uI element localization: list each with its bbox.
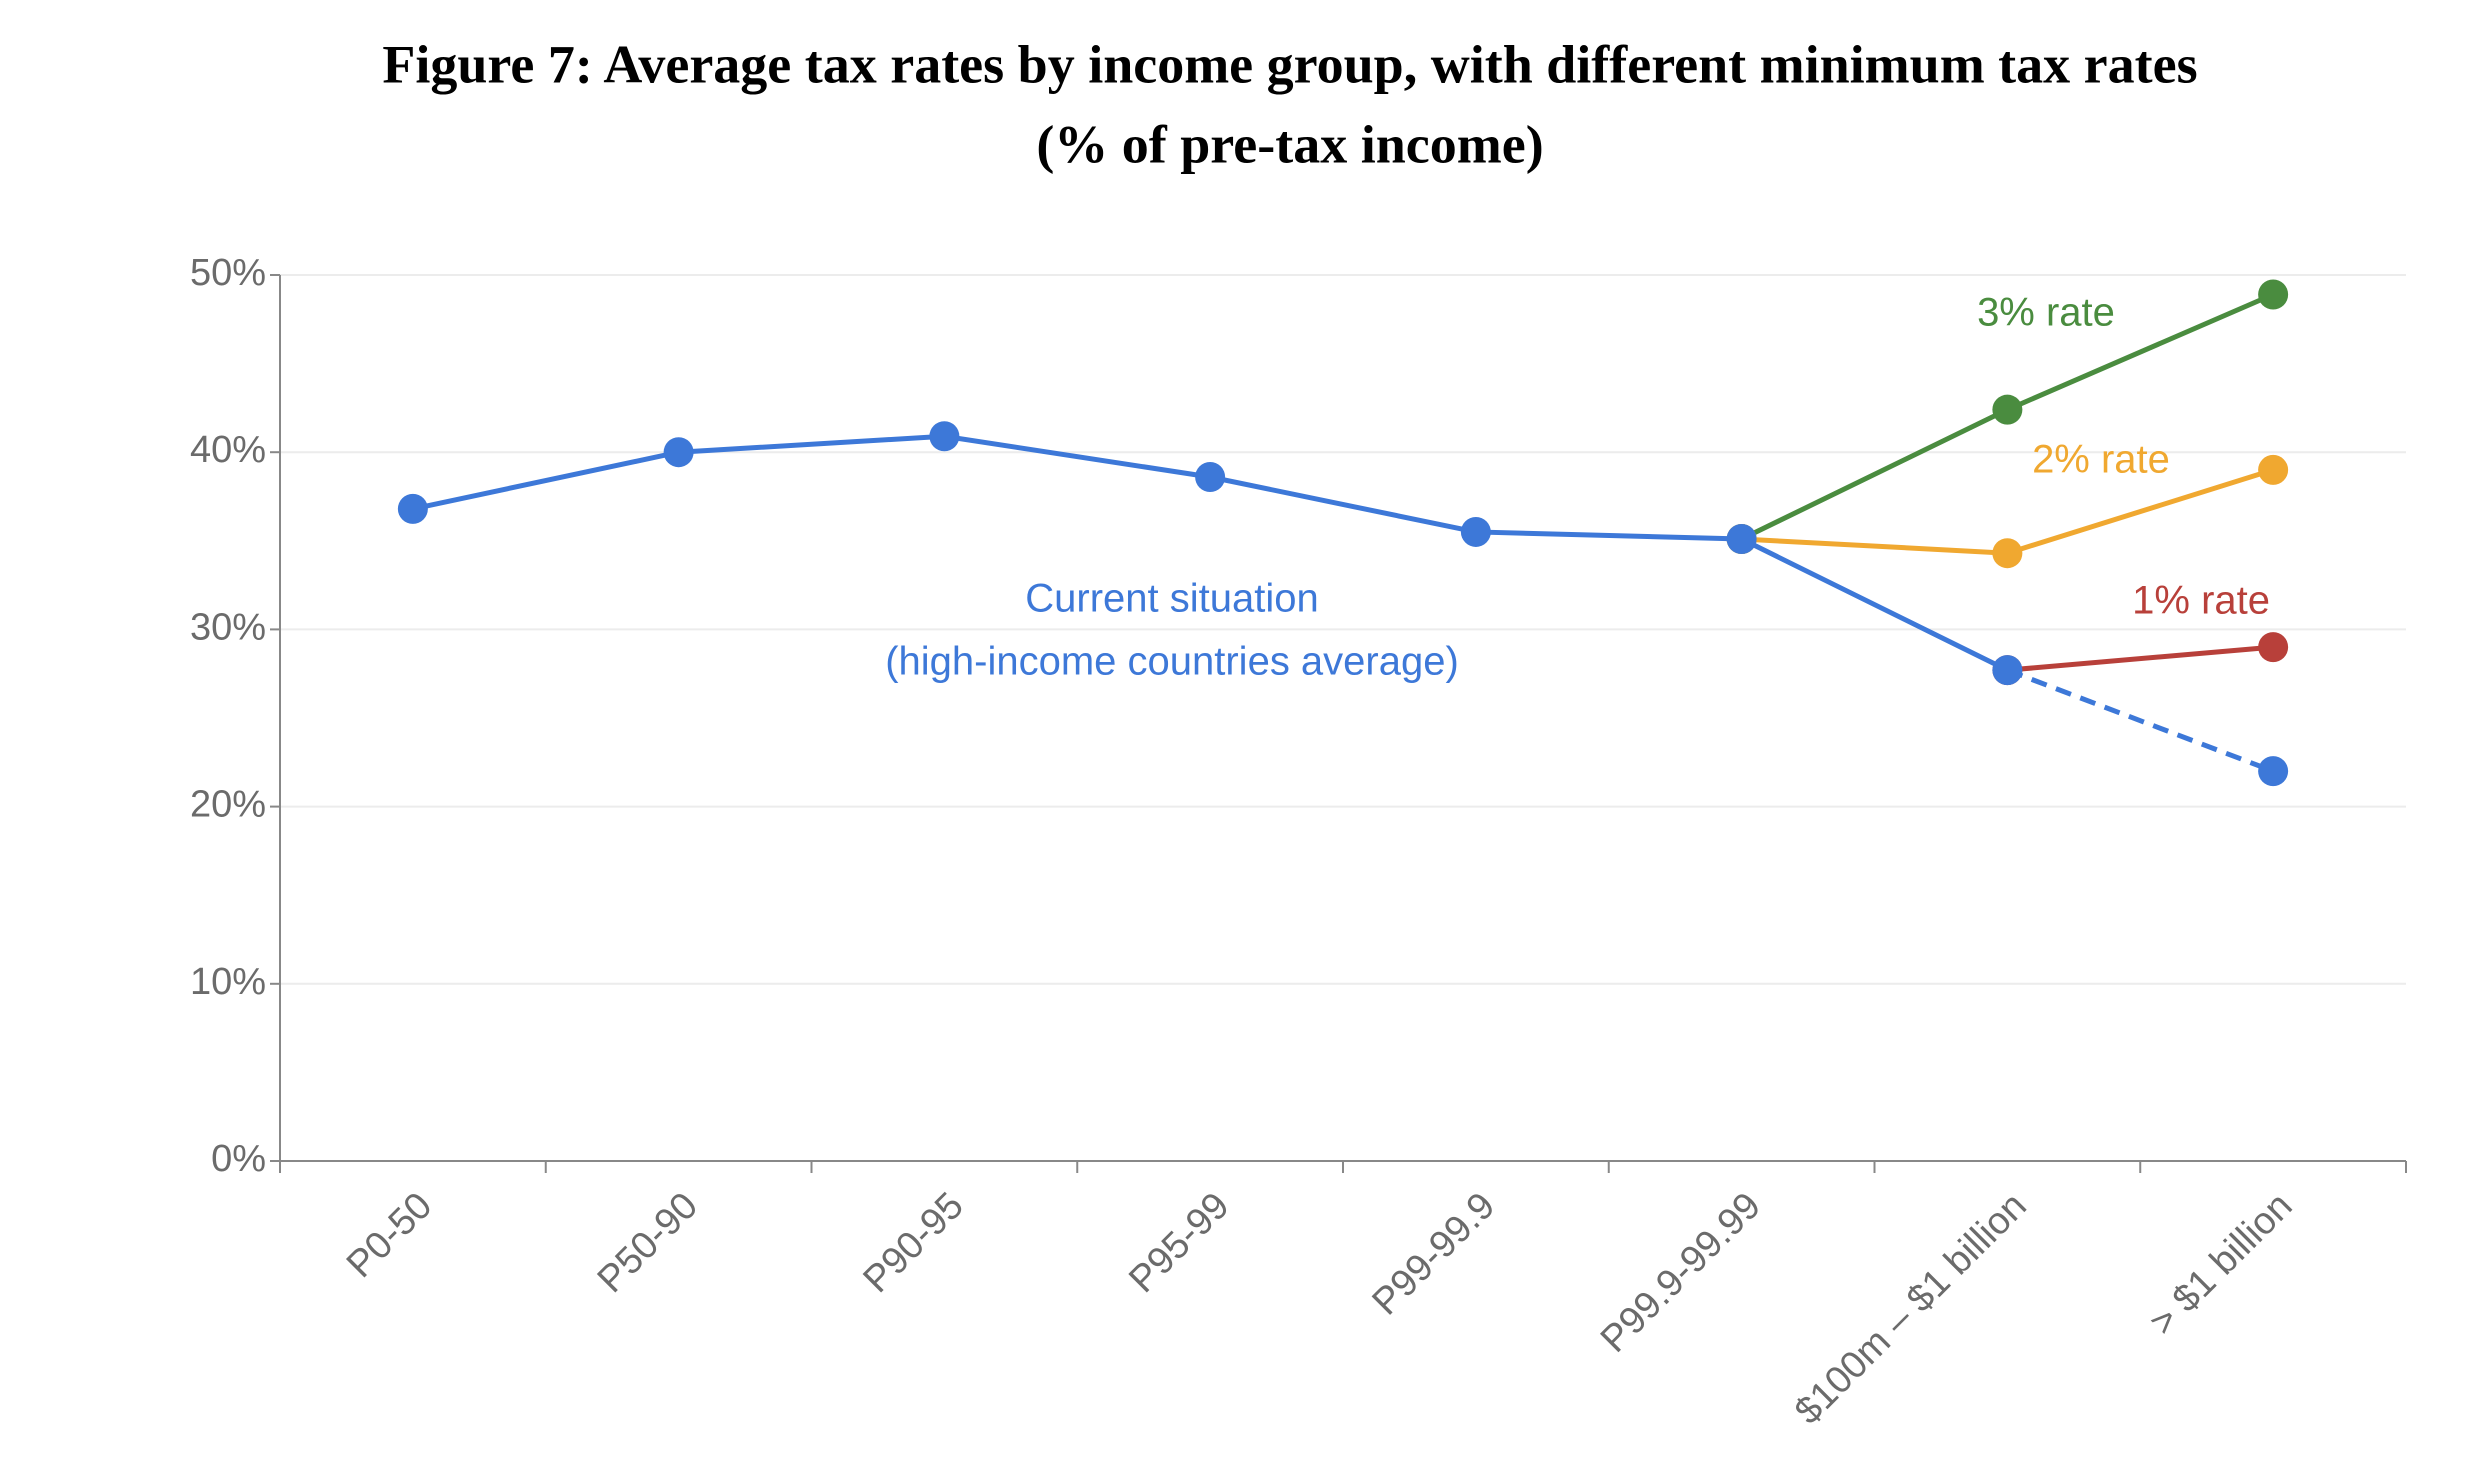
chart-subtitle: (% of pre-tax income): [1036, 114, 1543, 174]
y-tick-label: 50%: [190, 252, 266, 294]
data-point: [929, 421, 960, 452]
series-line-dashed: [2006, 667, 2275, 774]
data-point: [1992, 394, 2023, 425]
x-tick-label: > $1 billion: [2142, 1185, 2301, 1344]
series-label: 3% rate: [1977, 291, 2115, 335]
x-tick-label: P90-95: [855, 1185, 971, 1301]
series-note: (high-income countries average): [885, 640, 1459, 684]
data-point: [2258, 756, 2289, 787]
x-tick-label: P95-99: [1121, 1185, 1237, 1301]
data-point: [1460, 516, 1491, 547]
data-point: [2258, 279, 2289, 310]
y-tick-label: 0%: [211, 1138, 266, 1180]
y-tick-label: 30%: [190, 606, 266, 648]
y-tick-label: 20%: [190, 784, 266, 826]
chart-title: Figure 7: Average tax rates by income gr…: [382, 34, 2197, 94]
y-tick-label: 10%: [190, 961, 266, 1003]
data-point: [663, 437, 694, 468]
series-label: 1% rate: [2132, 579, 2270, 623]
data-point: [2258, 454, 2289, 485]
series-line: [2007, 644, 2274, 673]
series-label: Current situation: [1025, 577, 1318, 621]
x-tick-label: P99.9-99.99: [1593, 1185, 1769, 1361]
x-tick-label: $100m – $1 billion: [1787, 1185, 2035, 1433]
data-point: [1992, 538, 2023, 569]
x-tick-label: P99-99.9: [1365, 1185, 1504, 1324]
x-tick-label: P0-50: [339, 1185, 440, 1286]
data-point: [1195, 462, 1226, 493]
data-point: [397, 493, 428, 524]
series-label: 2% rate: [2032, 438, 2170, 482]
y-tick-label: 40%: [190, 429, 266, 471]
x-tick-label: P50-90: [590, 1185, 706, 1301]
data-point: [1726, 524, 1757, 555]
data-point: [1992, 655, 2023, 686]
data-point: [2258, 632, 2289, 663]
